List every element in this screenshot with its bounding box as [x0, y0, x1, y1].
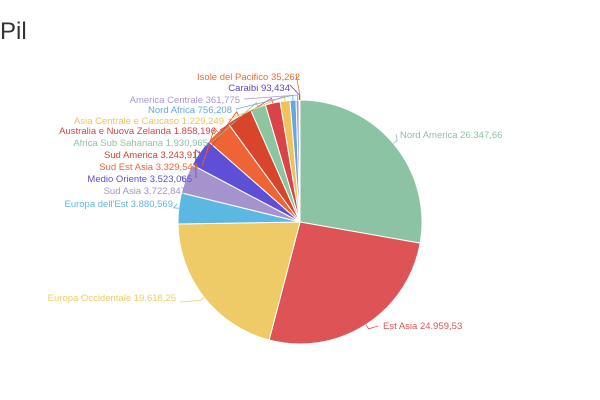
- leader-line: [195, 149, 200, 179]
- slice-label: Isole del Pacifico 35,262: [197, 72, 300, 83]
- leader-line: [173, 203, 179, 209]
- leader-line: [393, 133, 398, 144]
- chart-title: Pil: [0, 18, 27, 45]
- slice-label: Est Asia 24.959,53: [383, 321, 462, 332]
- slice-label: Europa dell'Est 3.880,569: [64, 199, 173, 210]
- pie-slice: [299, 99, 423, 244]
- leader-line: [243, 94, 298, 101]
- slice-label: Caraibi 93,434: [228, 83, 290, 94]
- leader-line: [365, 324, 379, 330]
- slice-label: Africa Sub Sahariana 1.930,965: [73, 138, 208, 149]
- slice-label: Sud America 3.243,911: [104, 150, 202, 161]
- slice-label: Sud Asia 3.722,847: [104, 186, 186, 197]
- pie-slice: [268, 221, 421, 345]
- slice-label: Nord America 26.347,66: [400, 130, 502, 141]
- leader-lines: [173, 73, 398, 330]
- slice-label: Sud Est Asia 3.329,543: [99, 162, 198, 173]
- leader-line: [289, 84, 300, 100]
- leader-line: [205, 111, 240, 155]
- leader-line: [295, 73, 301, 100]
- slice-label: America Centrale 361,775: [130, 95, 240, 106]
- slice-label: Asia Centrale e Caucaso 1.229,249: [74, 116, 224, 127]
- pie-slice: [177, 221, 301, 341]
- leader-line: [180, 176, 191, 191]
- leader-line: [179, 296, 205, 303]
- slice-label: Nord Africa 756,208: [148, 105, 232, 116]
- slice-labels: Nord America 26.347,66 Est Asia 24.959,53…: [48, 72, 503, 332]
- slice-label: Medio Oriente 3.523,065: [87, 174, 192, 185]
- pie-slices: [177, 99, 423, 345]
- slice-label: Europa Occidentale 19.618,25: [48, 293, 176, 304]
- leader-line: [211, 102, 259, 143]
- slice-label: Australia e Nuova Zelanda 1.858,196: [59, 126, 216, 137]
